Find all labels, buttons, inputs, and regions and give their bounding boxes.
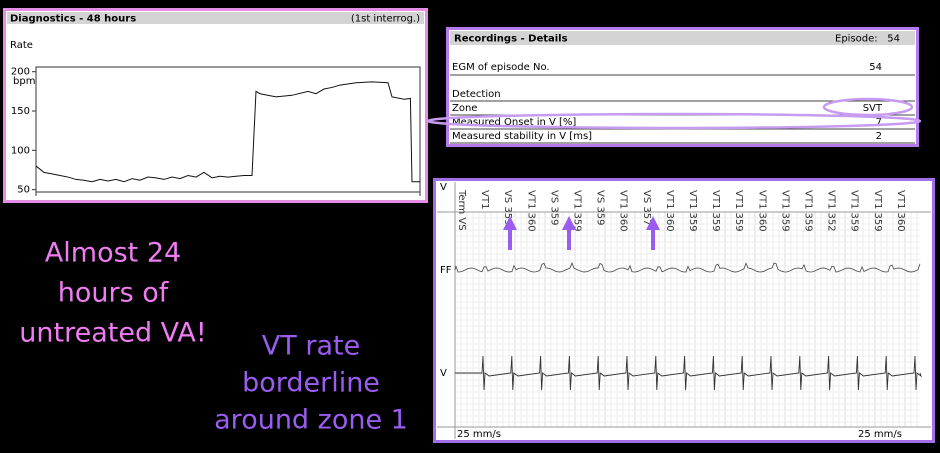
marker-label: VT1 359	[849, 190, 860, 232]
marker-label: Term VS	[456, 189, 467, 231]
marker-label: VT1 360	[664, 190, 675, 232]
section-heading: Detection	[452, 89, 501, 100]
egm-strip: V FF V 25 mm/s 25 mm/s Term VS VT1 VS 359 VT1 36…	[437, 182, 931, 440]
episode-label: Episode:	[835, 34, 878, 45]
x-tick-label: 14/02/2022	[30, 202, 88, 213]
row-value: 2	[876, 131, 882, 142]
speed-label: 25 mm/s	[858, 429, 902, 440]
arrow-head	[503, 216, 517, 230]
trend-line	[35, 81, 420, 183]
y-tick-label: 150	[11, 106, 30, 117]
speed-label: 25 mm/s	[457, 429, 501, 440]
channel-label: FF	[440, 265, 452, 276]
recordings-title: Recordings - Details	[454, 34, 568, 45]
marker-label: VT1 359	[803, 190, 814, 232]
marker-label: VS 359	[502, 190, 513, 225]
v-trace	[455, 355, 922, 391]
y-tick-label: 100	[11, 145, 30, 156]
annotation: untreated VA!	[19, 318, 206, 349]
highlight-ellipse	[426, 112, 922, 130]
x-tick-time: 14:40:07	[40, 213, 85, 224]
row-label: Measured Onset in V [%]	[452, 117, 576, 128]
marker-label: VT1 359	[572, 190, 583, 232]
row-value: SVT	[863, 103, 883, 114]
marker-label: VT1 360	[895, 190, 906, 232]
y-unit: bpm	[13, 76, 35, 87]
row-label: Zone	[452, 103, 477, 114]
highlight-ellipse	[822, 97, 914, 117]
marker-label: VT1 359	[733, 190, 744, 232]
y-axis-label: Rate	[10, 40, 33, 51]
y-tick-label: 50	[17, 185, 30, 196]
annotation: VT rate	[262, 331, 360, 362]
marker-label: VT1 360	[756, 190, 767, 232]
annotation: Almost 24	[45, 238, 181, 269]
marker-label: VS 357	[641, 190, 652, 225]
annotation: hours of	[58, 278, 170, 309]
marker-label: VT1 360	[525, 190, 536, 232]
marker-label: VT1 360	[618, 190, 629, 232]
row-label: Measured stability in V [ms]	[452, 131, 592, 142]
row-value: 7	[876, 117, 882, 128]
marker-label: VT1 359	[779, 190, 790, 232]
marker-label: VT1 359	[710, 190, 721, 232]
channel-label: V	[440, 182, 447, 193]
diagnostics-panel	[3, 8, 428, 203]
marker-label: VT1 359	[687, 190, 698, 232]
plot-frame	[35, 66, 421, 193]
marker-label: VT1	[479, 190, 490, 209]
arrow-head	[646, 216, 660, 230]
marker-label: VT1 359	[872, 190, 883, 232]
row-label: EGM of episode No.	[452, 62, 550, 73]
chart-title: Diagnostics - 48 hours	[10, 14, 136, 25]
annotation: borderline	[242, 368, 380, 399]
arrow-head	[562, 216, 576, 230]
x-tick-time: 14:30:07	[377, 213, 422, 224]
annotations: Almost 24 hours of untreated VA! VT rate bor…	[19, 238, 408, 436]
x-tick-label: 16/02/2022	[364, 202, 422, 213]
marker-label: VT1 352	[826, 190, 837, 232]
marker-label: VS 359	[595, 190, 606, 225]
diagnostics-header	[7, 12, 424, 24]
recordings-header	[450, 31, 915, 45]
marker-label: VS 359	[548, 190, 559, 225]
row-value: 54	[869, 62, 882, 73]
annotation: around zone 1	[214, 405, 408, 436]
chart-subtitle: (1st interrog.)	[351, 14, 420, 25]
channel-label: V	[440, 368, 447, 379]
episode-number: 54	[887, 34, 900, 45]
ff-trace	[454, 261, 921, 273]
y-tick-label: 200	[11, 67, 30, 78]
